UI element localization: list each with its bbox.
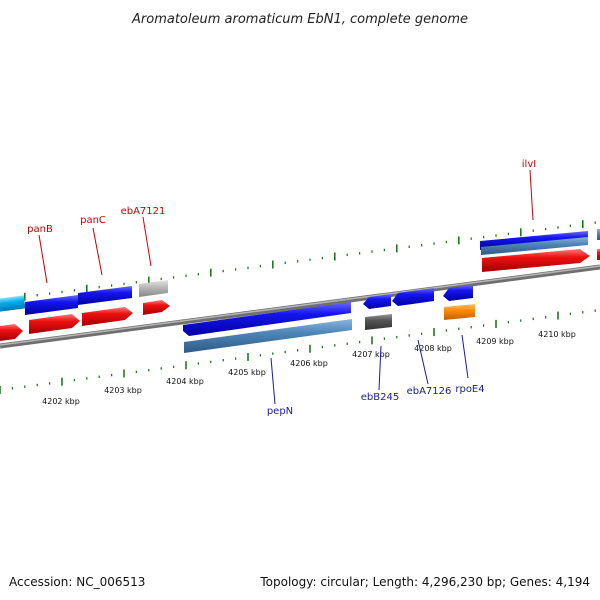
gene-right-edge bbox=[597, 229, 600, 240]
gene-ebA7121 bbox=[139, 280, 168, 297]
leader-rpoE4 bbox=[461, 334, 469, 379]
gene-label-panB: panB bbox=[27, 224, 53, 235]
gene-labels-top: panB panC ebA7121 ilvI bbox=[27, 159, 536, 284]
gene-red-left bbox=[0, 324, 23, 341]
gene-rpoE4-blue bbox=[443, 285, 473, 301]
gene-panC-red bbox=[82, 307, 133, 326]
gene-panC bbox=[78, 286, 132, 305]
gene-ebB245-dark bbox=[365, 314, 392, 330]
gene-ebA7121-red bbox=[143, 300, 170, 315]
gene-right-red bbox=[597, 249, 600, 260]
accession-text: Accession: NC_006513 bbox=[9, 575, 145, 589]
gene-ebB245-blue bbox=[363, 294, 391, 309]
leader-ilvI bbox=[529, 169, 534, 221]
dotted-track-upper bbox=[0, 220, 596, 302]
dotted-track-lower bbox=[0, 309, 596, 394]
gene-rpoE4-orange bbox=[444, 304, 475, 320]
gene-panB bbox=[25, 295, 78, 315]
leader-ebA7121 bbox=[142, 216, 152, 267]
tick-label-4208: 4208 kbp bbox=[414, 344, 452, 353]
tick-label-4209: 4209 kbp bbox=[476, 337, 514, 346]
gene-features bbox=[0, 229, 600, 353]
axis-tick-labels: 4202 kbp 4203 kbp 4204 kbp 4205 kbp 4206… bbox=[42, 330, 576, 406]
gene-label-ilvI: ilvI bbox=[522, 159, 536, 170]
genome-backbone bbox=[0, 264, 600, 349]
gene-label-ebA7121: ebA7121 bbox=[121, 206, 166, 217]
leader-panB bbox=[38, 234, 48, 284]
tick-label-4207: 4207 kbp bbox=[352, 350, 390, 359]
gene-ebA7126-blue bbox=[392, 288, 434, 306]
tick-label-4210: 4210 kbp bbox=[538, 330, 576, 339]
gene-label-pepN: pepN bbox=[267, 406, 293, 417]
gene-ilvI-red bbox=[482, 249, 590, 272]
gene-ilvI-steel bbox=[481, 237, 588, 255]
leader-panC bbox=[92, 227, 103, 276]
tick-label-4203: 4203 kbp bbox=[104, 386, 142, 395]
gene-panB-red bbox=[29, 314, 80, 334]
tick-label-4202: 4202 kbp bbox=[42, 397, 80, 406]
gene-pepN-steel bbox=[184, 319, 352, 353]
gene-cyan-left bbox=[0, 295, 26, 313]
gene-pepN-blue bbox=[183, 302, 351, 336]
leader-pepN bbox=[270, 357, 276, 405]
gene-label-ebB245: ebB245 bbox=[361, 392, 399, 403]
tick-label-4205: 4205 kbp bbox=[228, 368, 266, 377]
map-title: Aromatoleum aromaticum EbN1, complete ge… bbox=[131, 12, 468, 27]
gene-label-ebA7126: ebA7126 bbox=[407, 386, 452, 397]
gene-labels-bottom: pepN ebB245 ebA7126 rpoE4 bbox=[267, 334, 485, 417]
gene-label-rpoE4: rpoE4 bbox=[455, 384, 484, 395]
tick-label-4206: 4206 kbp bbox=[290, 359, 328, 368]
leader-ebA7126 bbox=[417, 339, 429, 385]
gene-label-panC: panC bbox=[80, 215, 106, 226]
leader-ebB245 bbox=[378, 345, 382, 391]
tick-label-4204: 4204 kbp bbox=[166, 377, 204, 386]
genome-summary-text: Topology: circular; Length: 4,296,230 bp… bbox=[259, 575, 590, 589]
